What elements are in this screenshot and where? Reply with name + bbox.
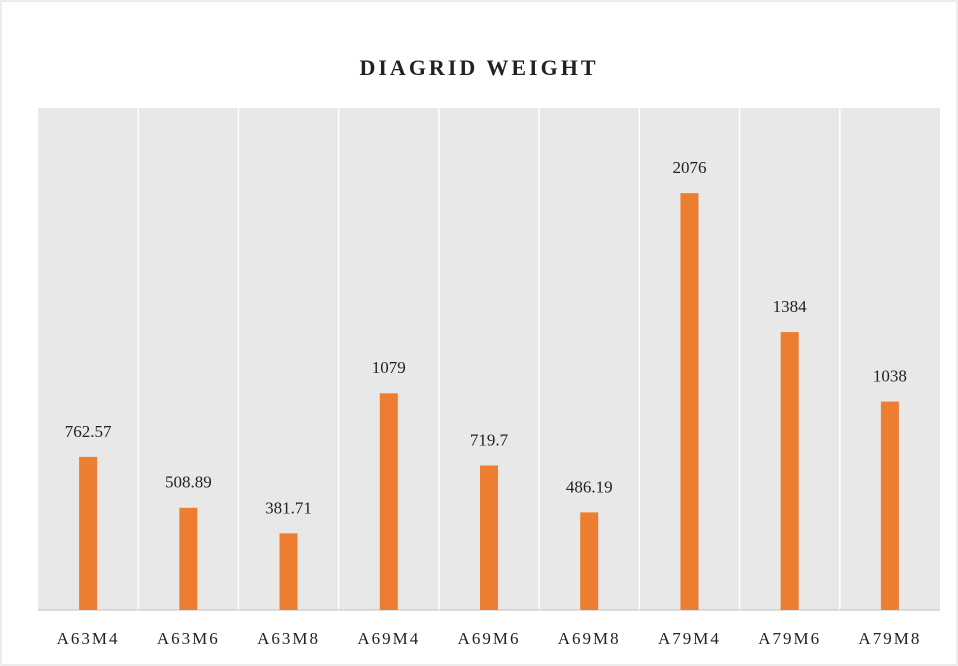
data-label: 1079 [372, 358, 406, 377]
bar [179, 507, 198, 610]
data-label: 762.57 [65, 422, 112, 441]
data-label: 508.89 [165, 473, 212, 492]
bar [279, 533, 298, 610]
x-tick-label: A79M6 [758, 629, 821, 648]
bar [480, 465, 498, 610]
x-tick-label: A69M8 [558, 629, 621, 648]
data-label: 1384 [773, 297, 808, 316]
bar [880, 401, 899, 610]
data-label: 2076 [672, 158, 706, 177]
bar [680, 193, 699, 610]
x-tick-label: A63M6 [157, 629, 220, 648]
bar [79, 456, 98, 610]
bar [580, 512, 599, 610]
data-label: 486.19 [566, 477, 613, 496]
x-tick-label: A63M4 [57, 629, 120, 648]
data-label: 381.71 [265, 498, 312, 517]
x-tick-label: A69M4 [357, 629, 420, 648]
x-tick-label: A79M8 [858, 629, 921, 648]
bar [780, 332, 799, 610]
x-tick-label: A63M8 [257, 629, 320, 648]
data-label: 719.7 [470, 430, 509, 449]
x-tick-label: A69M6 [458, 629, 521, 648]
chart-title: DIAGRID WEIGHT [359, 55, 598, 80]
data-label: 1038 [873, 366, 907, 385]
bar [379, 393, 398, 610]
x-tick-label: A79M4 [658, 629, 721, 648]
